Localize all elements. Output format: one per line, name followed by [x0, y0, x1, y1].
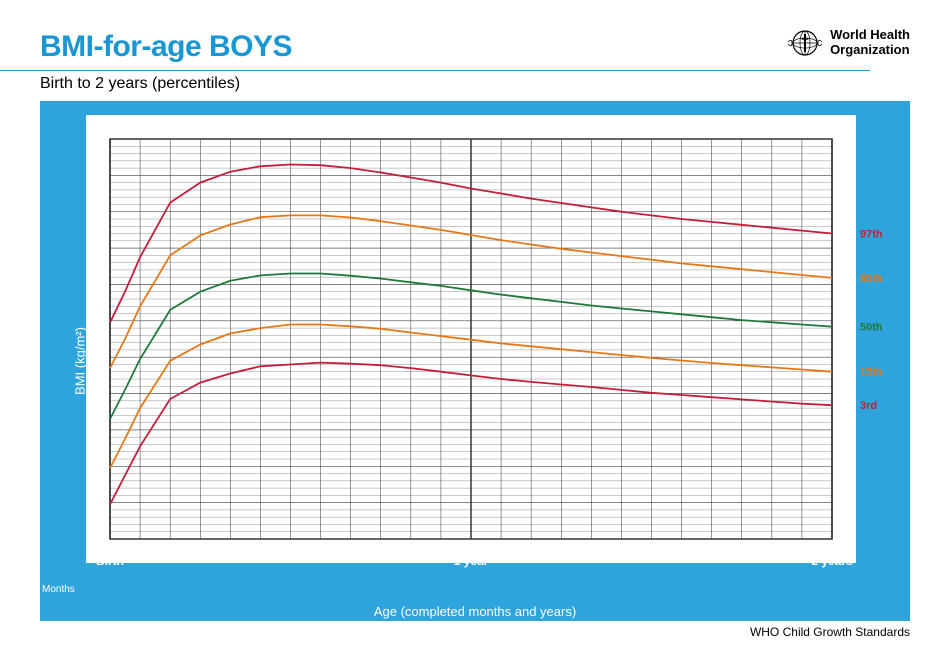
- svg-text:10: 10: [766, 542, 778, 554]
- svg-text:10: 10: [90, 533, 102, 545]
- svg-text:11: 11: [91, 497, 102, 509]
- svg-text:6: 6: [287, 542, 293, 554]
- svg-text:15: 15: [840, 351, 852, 363]
- svg-text:8: 8: [709, 542, 715, 554]
- svg-text:21: 21: [90, 133, 102, 145]
- svg-text:11: 11: [435, 542, 446, 554]
- who-logo: World Health Organization: [788, 28, 910, 58]
- svg-text:8: 8: [348, 542, 354, 554]
- svg-text:1: 1: [498, 542, 504, 554]
- svg-text:13: 13: [90, 424, 102, 436]
- svg-text:5: 5: [257, 542, 263, 554]
- svg-text:16: 16: [90, 315, 102, 327]
- svg-text:2: 2: [528, 542, 534, 554]
- svg-text:85th: 85th: [860, 273, 883, 285]
- title-block: BMI-for-age BOYS: [40, 30, 788, 64]
- svg-text:17: 17: [90, 278, 102, 290]
- svg-text:4: 4: [588, 542, 594, 554]
- svg-text:2: 2: [167, 542, 173, 554]
- who-logo-icon: [788, 28, 822, 58]
- svg-text:9: 9: [378, 542, 384, 554]
- svg-text:15: 15: [90, 351, 102, 363]
- svg-text:21: 21: [840, 133, 852, 145]
- svg-text:10: 10: [840, 533, 852, 545]
- svg-text:9: 9: [739, 542, 745, 554]
- svg-text:4: 4: [227, 542, 233, 554]
- svg-text:97th: 97th: [860, 229, 883, 241]
- who-logo-text: World Health Organization: [830, 28, 910, 58]
- svg-text:20: 20: [840, 169, 852, 181]
- org-name-line2: Organization: [830, 43, 910, 58]
- svg-text:7: 7: [679, 542, 685, 554]
- svg-text:12: 12: [840, 460, 852, 472]
- chart-title: BMI-for-age BOYS: [40, 30, 788, 64]
- svg-text:18: 18: [90, 242, 102, 254]
- org-name-line1: World Health: [830, 28, 910, 43]
- svg-text:20: 20: [90, 169, 102, 181]
- svg-text:6: 6: [648, 542, 654, 554]
- svg-text:Birth: Birth: [96, 554, 124, 568]
- svg-text:3: 3: [558, 542, 564, 554]
- svg-text:17: 17: [840, 278, 852, 290]
- months-unit-label: Months: [42, 584, 75, 595]
- footer-attribution: WHO Child Growth Standards: [0, 621, 950, 639]
- x-axis-label: Age (completed months and years): [40, 604, 910, 619]
- svg-text:14: 14: [90, 387, 102, 399]
- svg-text:13: 13: [840, 424, 852, 436]
- svg-text:11: 11: [796, 542, 807, 554]
- svg-text:50th: 50th: [860, 322, 883, 334]
- svg-text:3rd: 3rd: [860, 400, 877, 412]
- chart-subtitle: Birth to 2 years (percentiles): [40, 75, 870, 93]
- svg-text:1 year: 1 year: [454, 554, 489, 568]
- chart-frame: BMI (kg/m²) Months Age (completed months…: [40, 101, 910, 621]
- svg-text:16: 16: [840, 315, 852, 327]
- svg-text:14: 14: [840, 387, 852, 399]
- plot-area: 1011121314151617181920211011121314151617…: [86, 115, 856, 563]
- svg-text:11: 11: [840, 497, 851, 509]
- subtitle-row: Birth to 2 years (percentiles): [0, 70, 870, 93]
- svg-text:19: 19: [90, 206, 102, 218]
- svg-text:10: 10: [405, 542, 417, 554]
- svg-text:15th: 15th: [860, 367, 883, 379]
- svg-text:5: 5: [618, 542, 624, 554]
- svg-text:18: 18: [840, 242, 852, 254]
- svg-text:19: 19: [840, 206, 852, 218]
- svg-text:1: 1: [137, 542, 143, 554]
- header: BMI-for-age BOYS World Health Organizati…: [0, 0, 950, 66]
- svg-text:2 years: 2 years: [811, 554, 853, 568]
- plot-svg: 1011121314151617181920211011121314151617…: [86, 115, 856, 563]
- svg-text:7: 7: [318, 542, 324, 554]
- svg-text:3: 3: [197, 542, 203, 554]
- svg-text:12: 12: [90, 460, 102, 472]
